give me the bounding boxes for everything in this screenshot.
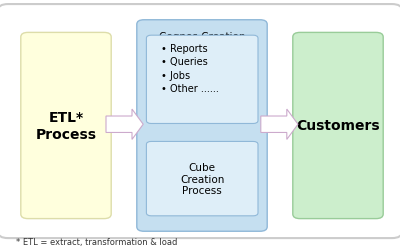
FancyBboxPatch shape [0,5,400,238]
FancyBboxPatch shape [146,36,258,124]
Polygon shape [261,110,298,140]
Text: Customers: Customers [296,119,380,133]
Text: ETL*
Process: ETL* Process [36,111,96,141]
Text: * ETL = extract, transformation & load: * ETL = extract, transformation & load [16,237,177,246]
FancyBboxPatch shape [146,142,258,216]
FancyBboxPatch shape [137,21,267,231]
FancyBboxPatch shape [21,33,111,219]
FancyBboxPatch shape [293,33,383,219]
Text: • Reports
• Queries
• Jobs
• Other ......: • Reports • Queries • Jobs • Other .....… [161,44,219,93]
Polygon shape [106,110,143,140]
Text: Cube
Creation
Process: Cube Creation Process [180,162,224,196]
Text: Cognos Creation
Process: Cognos Creation Process [159,32,245,53]
